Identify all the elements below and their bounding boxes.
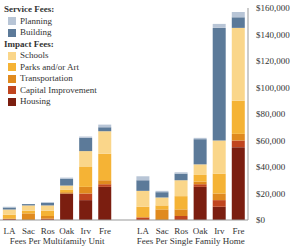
- svg-text:Sac: Sac: [22, 226, 35, 236]
- html-text:Service Fees:: Service Fees:: [4, 4, 55, 14]
- html-text:Building: Building: [20, 27, 52, 37]
- svg-text:Irv: Irv: [214, 226, 225, 236]
- svg-text:$100,000: $100,000: [256, 83, 290, 93]
- html-text:Parks and/or Art: Parks and/or Art: [20, 61, 79, 72]
- svg-text:$40,000: $40,000: [256, 162, 286, 172]
- html-text:Planning: Planning: [20, 15, 52, 26]
- svg-text:LA: LA: [8, 226, 16, 236]
- html-text:Transportation: Transportation: [20, 73, 73, 83]
- svg-text:Oak: Oak: [193, 226, 208, 236]
- svg-text:Ros: Ros: [174, 226, 189, 236]
- html-text:Capital Improvement: Capital Improvement: [20, 84, 97, 95]
- svg-text:$120,000: $120,000: [256, 56, 290, 66]
- svg-text:Fre: Fre: [99, 226, 111, 236]
- svg-text:Sac: Sac: [156, 226, 169, 236]
- svg-text:$0: $0: [256, 215, 266, 225]
- svg-text:LA: LA: [137, 226, 149, 236]
- html-text:Fees Per Single Family Home: Fees Per Single Family Home: [136, 236, 245, 246]
- svg-text:$20,000: $20,000: [256, 189, 286, 199]
- svg-text:Fre: Fre: [232, 226, 244, 236]
- svg-text:$60,000: $60,000: [256, 136, 286, 146]
- html-text:Housing: Housing: [20, 96, 51, 106]
- svg-text:$160,000: $160,000: [256, 3, 290, 13]
- svg-text:Oak: Oak: [59, 226, 74, 236]
- svg-text:$140,000: $140,000: [256, 30, 290, 40]
- html-text:Impact Fees:: Impact Fees:: [4, 38, 54, 49]
- svg-text:Irv: Irv: [81, 226, 92, 236]
- svg-text:$80,000: $80,000: [256, 109, 286, 119]
- html-text:Fees Per Multifamily Unit: Fees Per Multifamily Unit: [9, 236, 105, 246]
- svg-text:Ros: Ros: [41, 226, 56, 236]
- html-text:Schools: Schools: [20, 50, 49, 60]
